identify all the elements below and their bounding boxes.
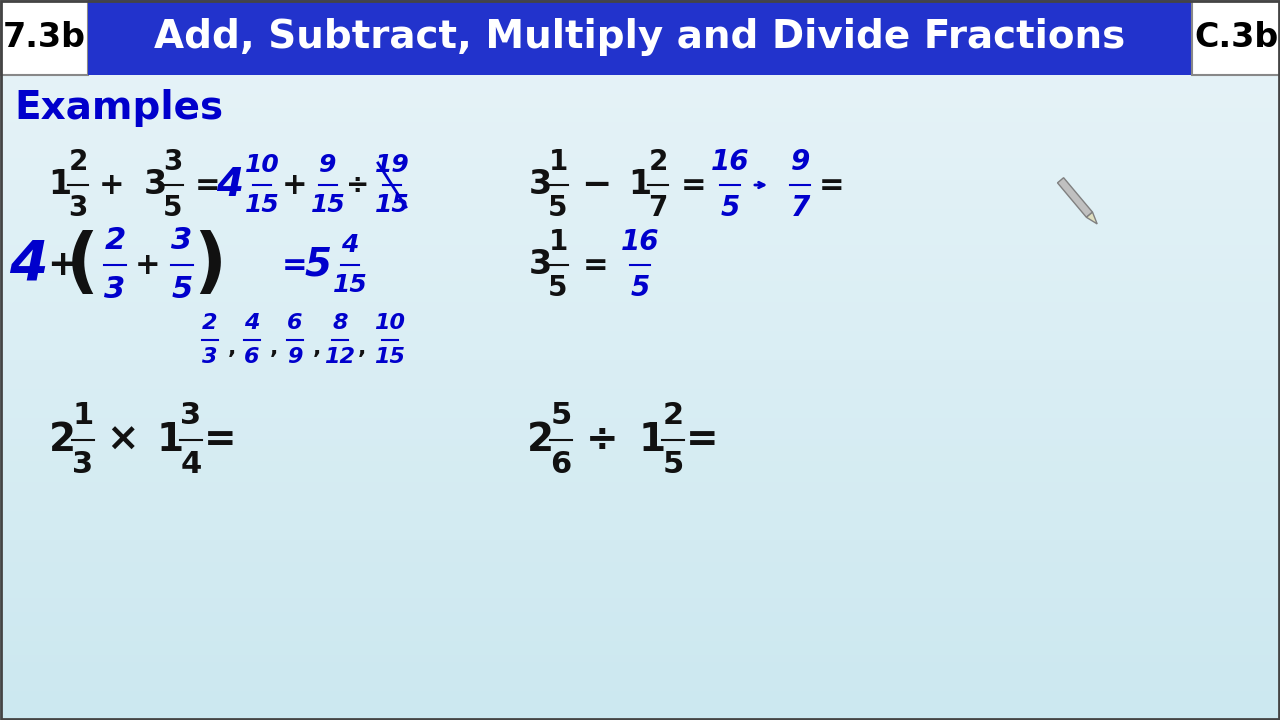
Text: Add, Subtract, Multiply and Divide Fractions: Add, Subtract, Multiply and Divide Fract… (155, 19, 1125, 56)
Text: 1: 1 (548, 228, 567, 256)
Text: 5: 5 (662, 450, 684, 479)
Text: ,: , (358, 338, 366, 358)
Bar (1192, 0, 1280, 75)
Text: 2: 2 (68, 148, 88, 176)
Text: 5: 5 (721, 194, 740, 222)
Text: =: = (282, 251, 307, 279)
Text: 4: 4 (342, 233, 358, 257)
Text: 7.3b: 7.3b (3, 21, 86, 54)
Text: 5: 5 (164, 194, 183, 222)
Text: 2: 2 (105, 226, 125, 255)
Text: 3: 3 (529, 168, 552, 202)
Text: ,: , (228, 338, 237, 358)
Text: 3: 3 (105, 275, 125, 304)
Text: =: = (819, 171, 845, 199)
Text: 1: 1 (73, 401, 93, 430)
Text: 15: 15 (311, 193, 346, 217)
Bar (1057, 178, 1093, 217)
Text: +: + (47, 248, 77, 282)
Text: 16: 16 (621, 228, 659, 256)
Text: 9: 9 (287, 347, 303, 366)
Polygon shape (1087, 212, 1097, 224)
Text: 15: 15 (244, 193, 279, 217)
Text: 1: 1 (49, 168, 72, 202)
Text: (: ( (65, 230, 99, 300)
Text: 2: 2 (202, 313, 218, 333)
Text: ×: × (106, 421, 138, 459)
Text: ÷: ÷ (586, 421, 618, 459)
Text: 3: 3 (172, 226, 192, 255)
Text: 4: 4 (216, 166, 243, 204)
Text: 5: 5 (550, 401, 572, 430)
Text: 6: 6 (287, 313, 303, 333)
Text: 15: 15 (333, 273, 367, 297)
Text: 4: 4 (244, 313, 260, 333)
Text: 5: 5 (172, 275, 192, 304)
Text: 1: 1 (156, 421, 183, 459)
Text: 1: 1 (639, 421, 666, 459)
Text: C.3b: C.3b (1194, 21, 1279, 54)
Text: Examples: Examples (14, 89, 223, 127)
Text: 3: 3 (73, 450, 93, 479)
Text: 2: 2 (526, 421, 553, 459)
Text: ÷: ÷ (347, 171, 370, 199)
Text: +: + (99, 171, 125, 199)
Text: ): ) (193, 230, 227, 300)
Bar (88, 0, 1192, 75)
Text: 3: 3 (164, 148, 183, 176)
Text: 1: 1 (628, 168, 652, 202)
Text: 7: 7 (790, 194, 810, 222)
Text: 1: 1 (548, 148, 567, 176)
Text: 10: 10 (244, 153, 279, 177)
Text: 19: 19 (375, 153, 410, 177)
Text: ,: , (312, 338, 321, 358)
Text: 6: 6 (244, 347, 260, 366)
Text: 9: 9 (790, 148, 810, 176)
Text: ,: , (270, 338, 278, 358)
Text: 12: 12 (325, 347, 356, 366)
Text: 2: 2 (648, 148, 668, 176)
Text: 15: 15 (375, 347, 406, 366)
Text: 8: 8 (333, 313, 348, 333)
Text: 3: 3 (143, 168, 166, 202)
Text: 4: 4 (180, 450, 202, 479)
Text: 15: 15 (375, 193, 410, 217)
Text: 3: 3 (202, 347, 218, 366)
Text: 5: 5 (548, 274, 568, 302)
Text: =: = (686, 421, 718, 459)
Text: 3: 3 (180, 401, 201, 430)
Text: 5: 5 (305, 246, 332, 284)
Text: 7: 7 (648, 194, 668, 222)
Text: +: + (282, 171, 307, 199)
Text: 5: 5 (548, 194, 568, 222)
Text: 2: 2 (663, 401, 684, 430)
Text: −: − (581, 168, 611, 202)
Text: 2: 2 (49, 421, 76, 459)
Bar (0, 0, 88, 75)
Text: =: = (204, 421, 237, 459)
Text: 3: 3 (529, 248, 552, 282)
Text: 4: 4 (9, 238, 47, 292)
Text: =: = (195, 171, 221, 199)
Text: 3: 3 (68, 194, 88, 222)
Text: =: = (584, 251, 609, 279)
Text: 10: 10 (375, 313, 406, 333)
Text: 16: 16 (710, 148, 749, 176)
Text: 9: 9 (319, 153, 337, 177)
Text: +: + (136, 251, 161, 279)
Text: 5: 5 (630, 274, 650, 302)
Text: =: = (681, 171, 707, 199)
Text: 6: 6 (550, 450, 572, 479)
